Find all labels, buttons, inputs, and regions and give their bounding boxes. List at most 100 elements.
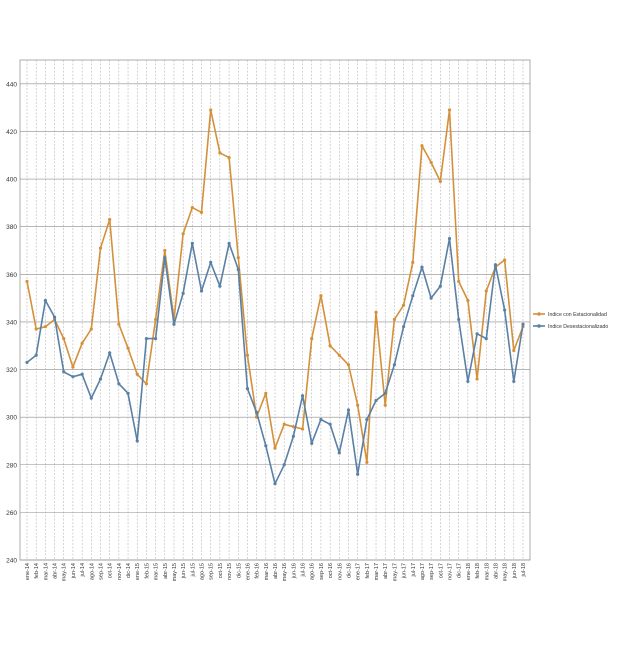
legend-label: Indice con Estacionalidad bbox=[548, 312, 607, 318]
data-point bbox=[163, 256, 167, 260]
data-point bbox=[383, 391, 387, 395]
data-point bbox=[503, 308, 507, 312]
y-tick-label: 360 bbox=[6, 272, 17, 279]
data-point bbox=[135, 439, 139, 443]
data-point bbox=[153, 336, 158, 341]
data-point bbox=[310, 336, 314, 341]
x-tick-label: jun-17 bbox=[402, 563, 408, 579]
x-axis-tick-labels: ene-14 feb-14 mar-14 abr-14 may-14 jun-14 jul-… bbox=[25, 563, 527, 581]
data-point bbox=[466, 298, 470, 303]
data-point bbox=[503, 258, 507, 262]
x-tick-label: feb-17 bbox=[365, 563, 371, 579]
data-point bbox=[89, 327, 93, 331]
y-tick-label: 300 bbox=[6, 415, 17, 422]
data-point bbox=[512, 379, 516, 384]
x-tick-label: ene-18 bbox=[466, 563, 472, 580]
data-point bbox=[71, 375, 75, 379]
series-lines bbox=[25, 108, 525, 486]
x-tick-label: may-18 bbox=[503, 563, 509, 581]
data-point bbox=[392, 317, 397, 322]
x-tick-label: jul-15 bbox=[190, 563, 196, 577]
x-tick-label: ago-15 bbox=[200, 563, 206, 580]
data-point bbox=[475, 332, 479, 336]
legend: Indice con Estacionalidad Indice Desestac… bbox=[533, 312, 608, 330]
data-point bbox=[429, 160, 433, 164]
x-tick-label: feb-15 bbox=[144, 563, 150, 579]
data-point bbox=[401, 325, 406, 329]
x-tick-label: ene-16 bbox=[245, 563, 251, 580]
data-point bbox=[484, 336, 488, 341]
x-tick-label: oct-15 bbox=[218, 563, 224, 578]
data-point bbox=[126, 346, 130, 350]
x-tick-label: oct-17 bbox=[438, 563, 444, 578]
data-point bbox=[108, 351, 112, 355]
x-tick-label: may-15 bbox=[172, 563, 178, 581]
x-tick-label: mar-14 bbox=[43, 563, 49, 580]
x-tick-label: jul-14 bbox=[80, 563, 86, 577]
x-tick-label: oct-16 bbox=[328, 563, 334, 578]
data-point bbox=[181, 291, 185, 295]
series-2 bbox=[25, 236, 525, 486]
legend-label: Indice Desestacionalizado bbox=[548, 324, 608, 330]
data-point bbox=[447, 236, 452, 241]
x-tick-label: mar-17 bbox=[374, 563, 380, 580]
y-tick-label: 320 bbox=[6, 367, 17, 374]
data-point bbox=[346, 363, 351, 367]
data-point bbox=[209, 108, 213, 112]
data-point bbox=[43, 325, 47, 329]
x-tick-label: abr-17 bbox=[383, 563, 389, 579]
data-point bbox=[153, 317, 158, 322]
x-tick-label: sep-17 bbox=[429, 563, 435, 580]
data-point bbox=[264, 391, 268, 395]
x-tick-label: nov-17 bbox=[448, 563, 454, 580]
data-point bbox=[62, 370, 66, 374]
x-tick-label: feb-16 bbox=[255, 563, 261, 579]
x-tick-label: feb-14 bbox=[34, 563, 40, 579]
x-tick-label: ago-14 bbox=[89, 563, 95, 580]
data-point bbox=[493, 263, 498, 267]
data-point bbox=[117, 382, 121, 386]
y-axis-tick-labels: 240 260 280 300 320 340 360 380 400 420 440 bbox=[6, 81, 17, 564]
legend-marker bbox=[537, 324, 541, 328]
x-tick-label: abr-18 bbox=[493, 563, 499, 579]
vertical-gridlines bbox=[26, 60, 524, 560]
x-tick-label: mar-16 bbox=[264, 563, 270, 580]
data-point bbox=[282, 463, 286, 467]
data-point bbox=[236, 267, 240, 272]
data-point bbox=[328, 422, 332, 426]
data-point bbox=[218, 284, 222, 288]
data-point bbox=[365, 460, 369, 464]
x-tick-label: nov-16 bbox=[337, 563, 343, 580]
data-point bbox=[25, 279, 29, 284]
data-point bbox=[512, 348, 516, 353]
data-point bbox=[291, 425, 295, 429]
data-point bbox=[401, 303, 406, 307]
data-point bbox=[273, 482, 277, 486]
data-point bbox=[365, 417, 369, 422]
x-tick-label: ago-17 bbox=[420, 563, 426, 580]
x-tick-label: abr-16 bbox=[273, 563, 279, 579]
data-point bbox=[144, 382, 149, 386]
data-point bbox=[190, 206, 194, 210]
x-tick-label: jun-18 bbox=[512, 563, 518, 579]
x-tick-label: dic-17 bbox=[457, 563, 463, 578]
data-point bbox=[429, 296, 433, 300]
data-point bbox=[411, 260, 415, 264]
data-point bbox=[521, 322, 525, 326]
x-tick-label: abr-15 bbox=[163, 563, 169, 579]
x-tick-label: ene-17 bbox=[356, 563, 362, 580]
data-point bbox=[190, 241, 194, 245]
data-point bbox=[273, 446, 277, 450]
x-tick-label: sep-14 bbox=[98, 563, 104, 580]
x-tick-label: jun-14 bbox=[71, 563, 77, 579]
data-point bbox=[80, 341, 84, 345]
data-point bbox=[356, 472, 360, 476]
data-point bbox=[209, 260, 213, 264]
x-tick-label: sep-15 bbox=[209, 563, 215, 580]
data-point bbox=[245, 353, 250, 357]
data-point bbox=[98, 377, 103, 381]
x-tick-label: dic-16 bbox=[346, 563, 352, 578]
data-point bbox=[392, 363, 397, 367]
